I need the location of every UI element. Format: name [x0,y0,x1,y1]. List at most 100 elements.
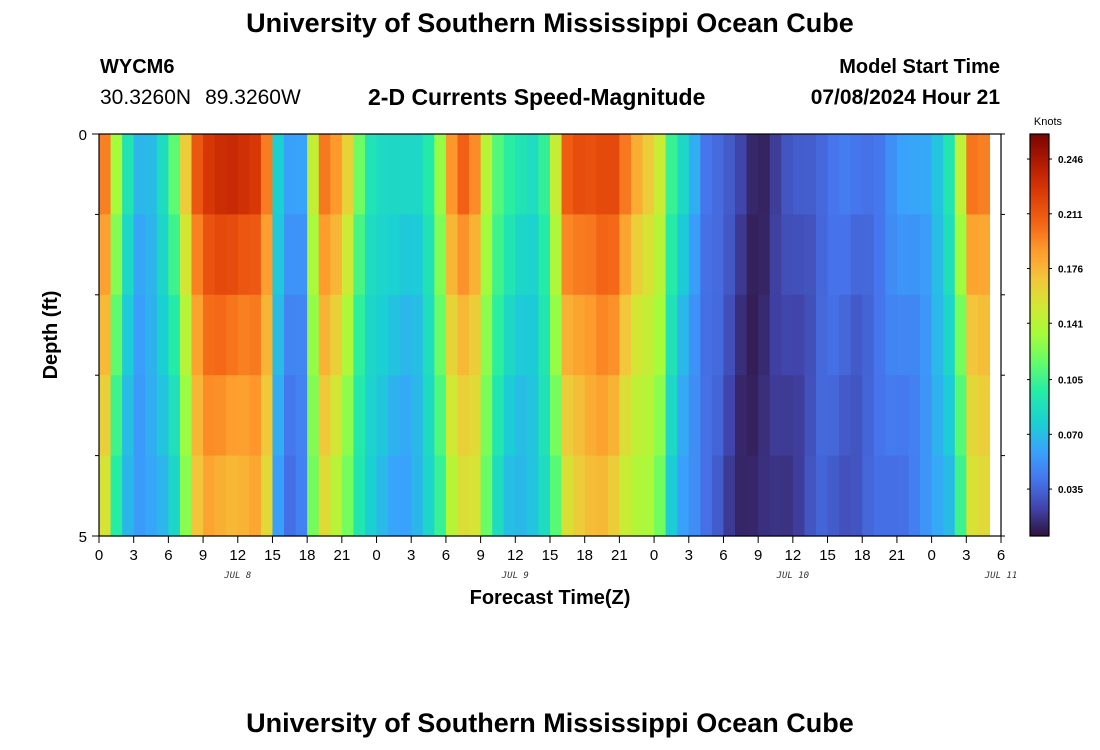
heatmap-cell [700,455,713,537]
day-label: JUL 10 [776,571,810,581]
heatmap-cell [873,455,886,537]
heatmap-cell [931,294,944,376]
heatmap-cell [966,134,979,215]
heatmap-cell [457,134,470,215]
heatmap-cell [214,134,227,215]
y-axis-label: Depth (ft) [40,291,62,380]
heatmap-cell [584,134,597,215]
heatmap-cell [99,214,112,296]
heatmap-cell [307,375,320,457]
heatmap-cell [573,134,586,215]
heatmap-cell [122,294,135,376]
heatmap-cell [214,375,227,457]
x-tick-label: 6 [719,547,727,564]
heatmap-cell [596,214,609,296]
heatmap-cell [943,455,956,537]
heatmap-cell [480,455,493,537]
heatmap-cell [249,455,262,537]
heatmap-cell [850,375,863,457]
heatmap-cell [434,214,447,296]
heatmap-cell [711,294,725,376]
heatmap-cell [341,294,355,376]
heatmap-cell [977,214,991,296]
heatmap-cell [607,214,620,296]
heatmap-cell [295,375,308,457]
heatmap-cell [711,214,725,296]
heatmap-cell [769,134,782,215]
heatmap-cell [203,375,216,457]
heatmap-cell [977,375,991,457]
heatmap-cell [827,455,840,537]
heatmap-cell [573,455,586,537]
heatmap-cell [584,455,597,537]
model-start-date: 07/08/2024 [810,86,916,109]
heatmap-cell [815,134,829,215]
heatmap-cell [550,294,563,376]
colorbar-tick-label: 0.105 [1058,376,1083,387]
heatmap-cell [966,294,979,376]
heatmap-cell [584,214,597,296]
x-tick-label: 9 [754,547,762,564]
heatmap-cell [873,214,886,296]
heatmap-cell [110,134,123,215]
heatmap-cell [191,214,204,296]
heatmap-cell [341,375,355,457]
heatmap-cell [469,134,482,215]
x-tick-label: 9 [199,547,207,564]
heatmap-cell [260,294,274,376]
heatmap-cell [295,455,308,537]
heatmap-cell [445,455,459,537]
heatmap-cell [133,375,146,457]
heatmap-cell [260,375,274,457]
colorbar-tick-label: 0.035 [1058,485,1083,496]
heatmap-cell [99,375,112,457]
x-tick-label: 12 [507,547,524,564]
heatmap-cell [746,375,759,457]
heatmap-cell [214,214,227,296]
heatmap-cell [133,455,146,537]
heatmap-cell [526,375,540,457]
heatmap-cell [677,455,690,537]
heatmap-cell [735,455,748,537]
heatmap-cell [133,134,146,215]
heatmap-cell [191,294,204,376]
heatmap-cell [376,455,389,537]
heatmap-cell [330,134,343,215]
heatmap-cell [827,214,840,296]
heatmap-cell [943,375,956,457]
heatmap-cell [480,375,493,457]
heatmap-cell [839,294,852,376]
heatmap-cell [457,375,470,457]
heatmap-cell [746,294,759,376]
heatmap-cell [526,214,540,296]
heatmap-cell [318,214,331,296]
heatmap-cell [862,214,875,296]
heatmap-cell [318,294,331,376]
heatmap-cell [850,455,863,537]
heatmap-cell [665,375,678,457]
heatmap-cell [954,134,967,215]
colorbar-tick-label: 0.176 [1058,265,1083,276]
heatmap-cell [815,455,829,537]
heatmap-cell [122,134,135,215]
heatmap-cell [538,294,551,376]
heatmap-cell [341,214,355,296]
heatmap-cell [735,134,748,215]
heatmap-cell [526,134,540,215]
heatmap-cell [896,294,910,376]
heatmap-cell [723,214,736,296]
x-tick-label: 18 [299,547,316,564]
heatmap-cell [272,294,285,376]
x-tick-label: 0 [372,547,380,564]
day-label: JUL 8 [223,571,251,581]
chart-title: University of Southern Mississippi Ocean… [246,8,854,38]
heatmap-cell [318,375,331,457]
heatmap-cell [307,214,320,296]
heatmap-cell [399,375,412,457]
heatmap-cell [515,455,528,537]
heatmap-cell [214,294,227,376]
heatmap-cell [850,134,863,215]
heatmap-cell [434,294,447,376]
y-tick-label: 0 [79,127,87,144]
heatmap-cell [526,294,540,376]
